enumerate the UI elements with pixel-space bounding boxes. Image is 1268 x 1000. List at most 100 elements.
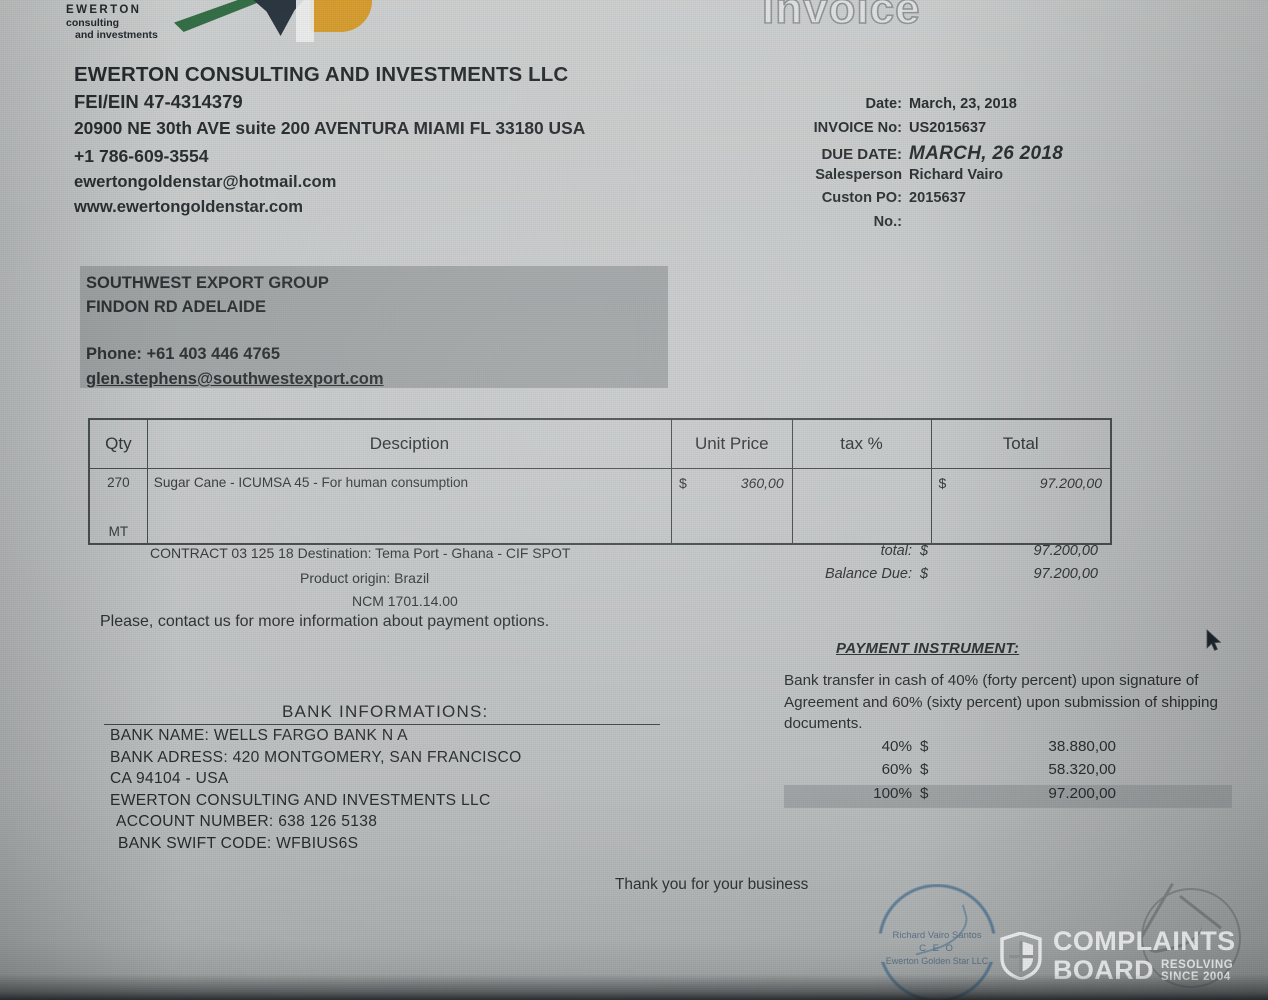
cell-qty-value: 270 — [107, 475, 130, 490]
seller-website: www.ewertongoldenstar.com — [74, 197, 303, 216]
payment-currency-100: $ — [920, 784, 929, 802]
totals-label-total: total: — [880, 543, 912, 559]
bank-name-line: BANK NAME: WELLS FARGO BANK N A — [110, 727, 408, 744]
buyer-phone: Phone: +61 403 446 4765 — [86, 345, 281, 363]
meta-row-salesperson: Salesperson Richard Vairo — [760, 167, 1160, 186]
meta-value-date: March, 23, 2018 — [909, 96, 1017, 112]
bank-address-line: BANK ADRESS: 420 MONTGOMERY, SAN FRANCIS… — [110, 748, 522, 766]
logo-white-gap — [296, 0, 314, 42]
meta-row-date: Date: March, 23, 2018 — [760, 96, 1160, 115]
meta-row-custom-po: Custon PO: 2015637 — [760, 190, 1160, 209]
payment-instrument-title: PAYMENT INSTRUMENT: — [836, 640, 1020, 657]
payment-amount-40: 38.880,00 — [1048, 737, 1116, 755]
payment-row-40: 40% $ 38.880,00 — [784, 738, 1232, 762]
items-table: Qty Desciption Unit Price tax % Total 27… — [88, 418, 1112, 545]
meta-value-custom-po: 2015637 — [909, 190, 966, 206]
company-logo: EWERTON consulting and investments — [62, 0, 372, 56]
bank-title-divider — [104, 724, 660, 725]
cell-description: Sugar Cane - ICUMSA 45 - For human consu… — [146, 468, 672, 544]
stamp-line-name: Richard Vairo Santos — [892, 930, 982, 941]
totals-amount-total: 97.200,00 — [1033, 543, 1098, 559]
meta-value-invoice-no: US2015637 — [909, 119, 987, 136]
totals-amount-balance-due: 97.200,00 — [1033, 566, 1098, 582]
seller-address: 20900 NE 30th AVE suite 200 AVENTURA MIA… — [74, 118, 586, 138]
meta-label-no: No.: — [873, 213, 902, 230]
table-header-row: Qty Desciption Unit Price tax % Total — [89, 419, 1111, 469]
column-header-qty: Qty — [89, 419, 148, 469]
cell-total-amount: 97.200,00 — [1039, 475, 1102, 491]
note-ncm: NCM 1701.14.00 — [352, 593, 458, 609]
bank-account-line: ACCOUNT NUMBER: 638 126 5138 — [116, 813, 378, 831]
payment-instrument-block: PAYMENT INSTRUMENT: Bank transfer in cas… — [784, 640, 1232, 808]
column-header-total: Total — [930, 419, 1111, 469]
cell-unit-price-amount: 360,00 — [740, 475, 784, 491]
watermark-line-board: BOARD — [1053, 955, 1154, 985]
totals-block: total: $ 97.200,00 Balance Due: $ 97.200… — [800, 543, 1110, 589]
bank-holder-line: EWERTON CONSULTING AND INVESTMENTS LLC — [110, 791, 491, 809]
meta-label-date: Date: — [865, 96, 903, 112]
cell-qty-unit: MT — [108, 524, 129, 539]
payment-instrument-rows: 40% $ 38.880,00 60% $ 58.320,00 100% $ 9… — [784, 738, 1232, 808]
note-contract: CONTRACT 03 125 18 Destination: Tema Por… — [150, 545, 571, 561]
meta-label-custom-po: Custon PO: — [821, 190, 902, 206]
stamp-line-company: Ewerton Golden Star LLC — [885, 956, 989, 966]
cell-total-currency: $ — [938, 475, 947, 491]
watermark-line-complaints: COMPLAINTS — [1053, 926, 1236, 956]
logo-word-ewerton: EWERTON — [66, 4, 142, 16]
totals-row-balance-due: Balance Due: $ 97.200,00 — [800, 566, 1110, 589]
logo-word-consulting: consulting — [66, 17, 120, 29]
note-origin: Product origin: Brazil — [300, 570, 430, 586]
payment-instrument-body: Bank transfer in cash of 40% (forty perc… — [784, 672, 1218, 732]
watermark-sub-resolving: RESOLVING — [1161, 959, 1234, 971]
watermark-text: COMPLAINTS BOARD RESOLVING SINCE 2004 — [1053, 928, 1236, 984]
seller-phone: +1 786-609-3554 — [74, 146, 209, 166]
shield-icon — [1000, 932, 1042, 980]
meta-value-due-date: MARCH, 26 2018 — [909, 143, 1064, 164]
company-stamp: Richard Vairo Santos C E O Ewerton Golde… — [862, 884, 1012, 1000]
buyer-name: SOUTHWEST EXPORT GROUP — [86, 274, 329, 292]
stamp-line-title: C E O — [919, 943, 955, 954]
payment-currency-60: $ — [920, 761, 929, 778]
meta-label-due-date: DUE DATE: — [821, 146, 902, 163]
cell-tax — [791, 468, 932, 544]
seller-name: EWERTON CONSULTING AND INVESTMENTS LLC — [74, 63, 569, 86]
payment-amount-100: 97.200,00 — [1048, 784, 1116, 802]
table-row: 270 MT Sugar Cane - ICUMSA 45 - For huma… — [89, 468, 1111, 544]
mouse-cursor — [1206, 629, 1222, 651]
logo-gold-shape — [310, 0, 372, 32]
payment-row-100: 100% $ 97.200,00 — [784, 784, 1232, 808]
payment-amount-60: 58.320,00 — [1048, 761, 1116, 778]
totals-label-balance-due: Balance Due: — [824, 566, 912, 582]
logo-wordmark: EWERTON consulting and investments — [66, 4, 158, 41]
cell-total: $ 97.200,00 — [930, 468, 1111, 544]
totals-row-total: total: $ 97.200,00 — [800, 543, 1110, 566]
totals-currency-total: $ — [920, 543, 929, 559]
watermark-line-two: BOARD RESOLVING SINCE 2004 — [1053, 957, 1236, 984]
page-title: Invoice — [761, 0, 921, 34]
watermark-sub-since: SINCE 2004 — [1161, 970, 1231, 983]
meta-label-salesperson: Salesperson — [815, 166, 902, 183]
thank-you-text: Thank you for your business — [615, 876, 809, 893]
cell-unit-price-currency: $ — [678, 475, 687, 491]
meta-row-invoice-no: INVOICE No: US2015637 — [760, 120, 1160, 139]
buyer-email-link[interactable]: glen.stephens@southwestexport.com — [86, 370, 384, 388]
meta-row-due-date: DUE DATE: MARCH, 26 2018 — [760, 143, 1160, 164]
meta-value-salesperson: Richard Vairo — [909, 166, 1004, 183]
cell-qty: 270 MT — [89, 468, 148, 544]
column-header-tax: tax % — [791, 419, 932, 469]
buyer-address: FINDON RD ADELAIDE — [86, 298, 266, 316]
seller-email: ewertongoldenstar@hotmail.com — [74, 172, 337, 191]
payment-percent-60: 60% — [881, 761, 912, 778]
meta-row-no: No.: — [760, 214, 1160, 233]
column-header-description: Desciption — [146, 419, 672, 469]
payment-percent-100: 100% — [873, 784, 912, 802]
buyer-block: SOUTHWEST EXPORT GROUP FINDON RD ADELAID… — [80, 266, 668, 388]
column-header-unit-price: Unit Price — [670, 419, 793, 469]
cell-unit-price: $ 360,00 — [670, 468, 793, 544]
meta-label-invoice-no: INVOICE No: — [813, 119, 902, 136]
complaints-board-watermark: COMPLAINTS BOARD RESOLVING SINCE 2004 — [1000, 928, 1236, 984]
payment-percent-40: 40% — [881, 737, 912, 755]
totals-currency-balance-due: $ — [920, 566, 929, 582]
bank-swift-line: BANK SWIFT CODE: WFBIUS6S — [118, 834, 359, 852]
